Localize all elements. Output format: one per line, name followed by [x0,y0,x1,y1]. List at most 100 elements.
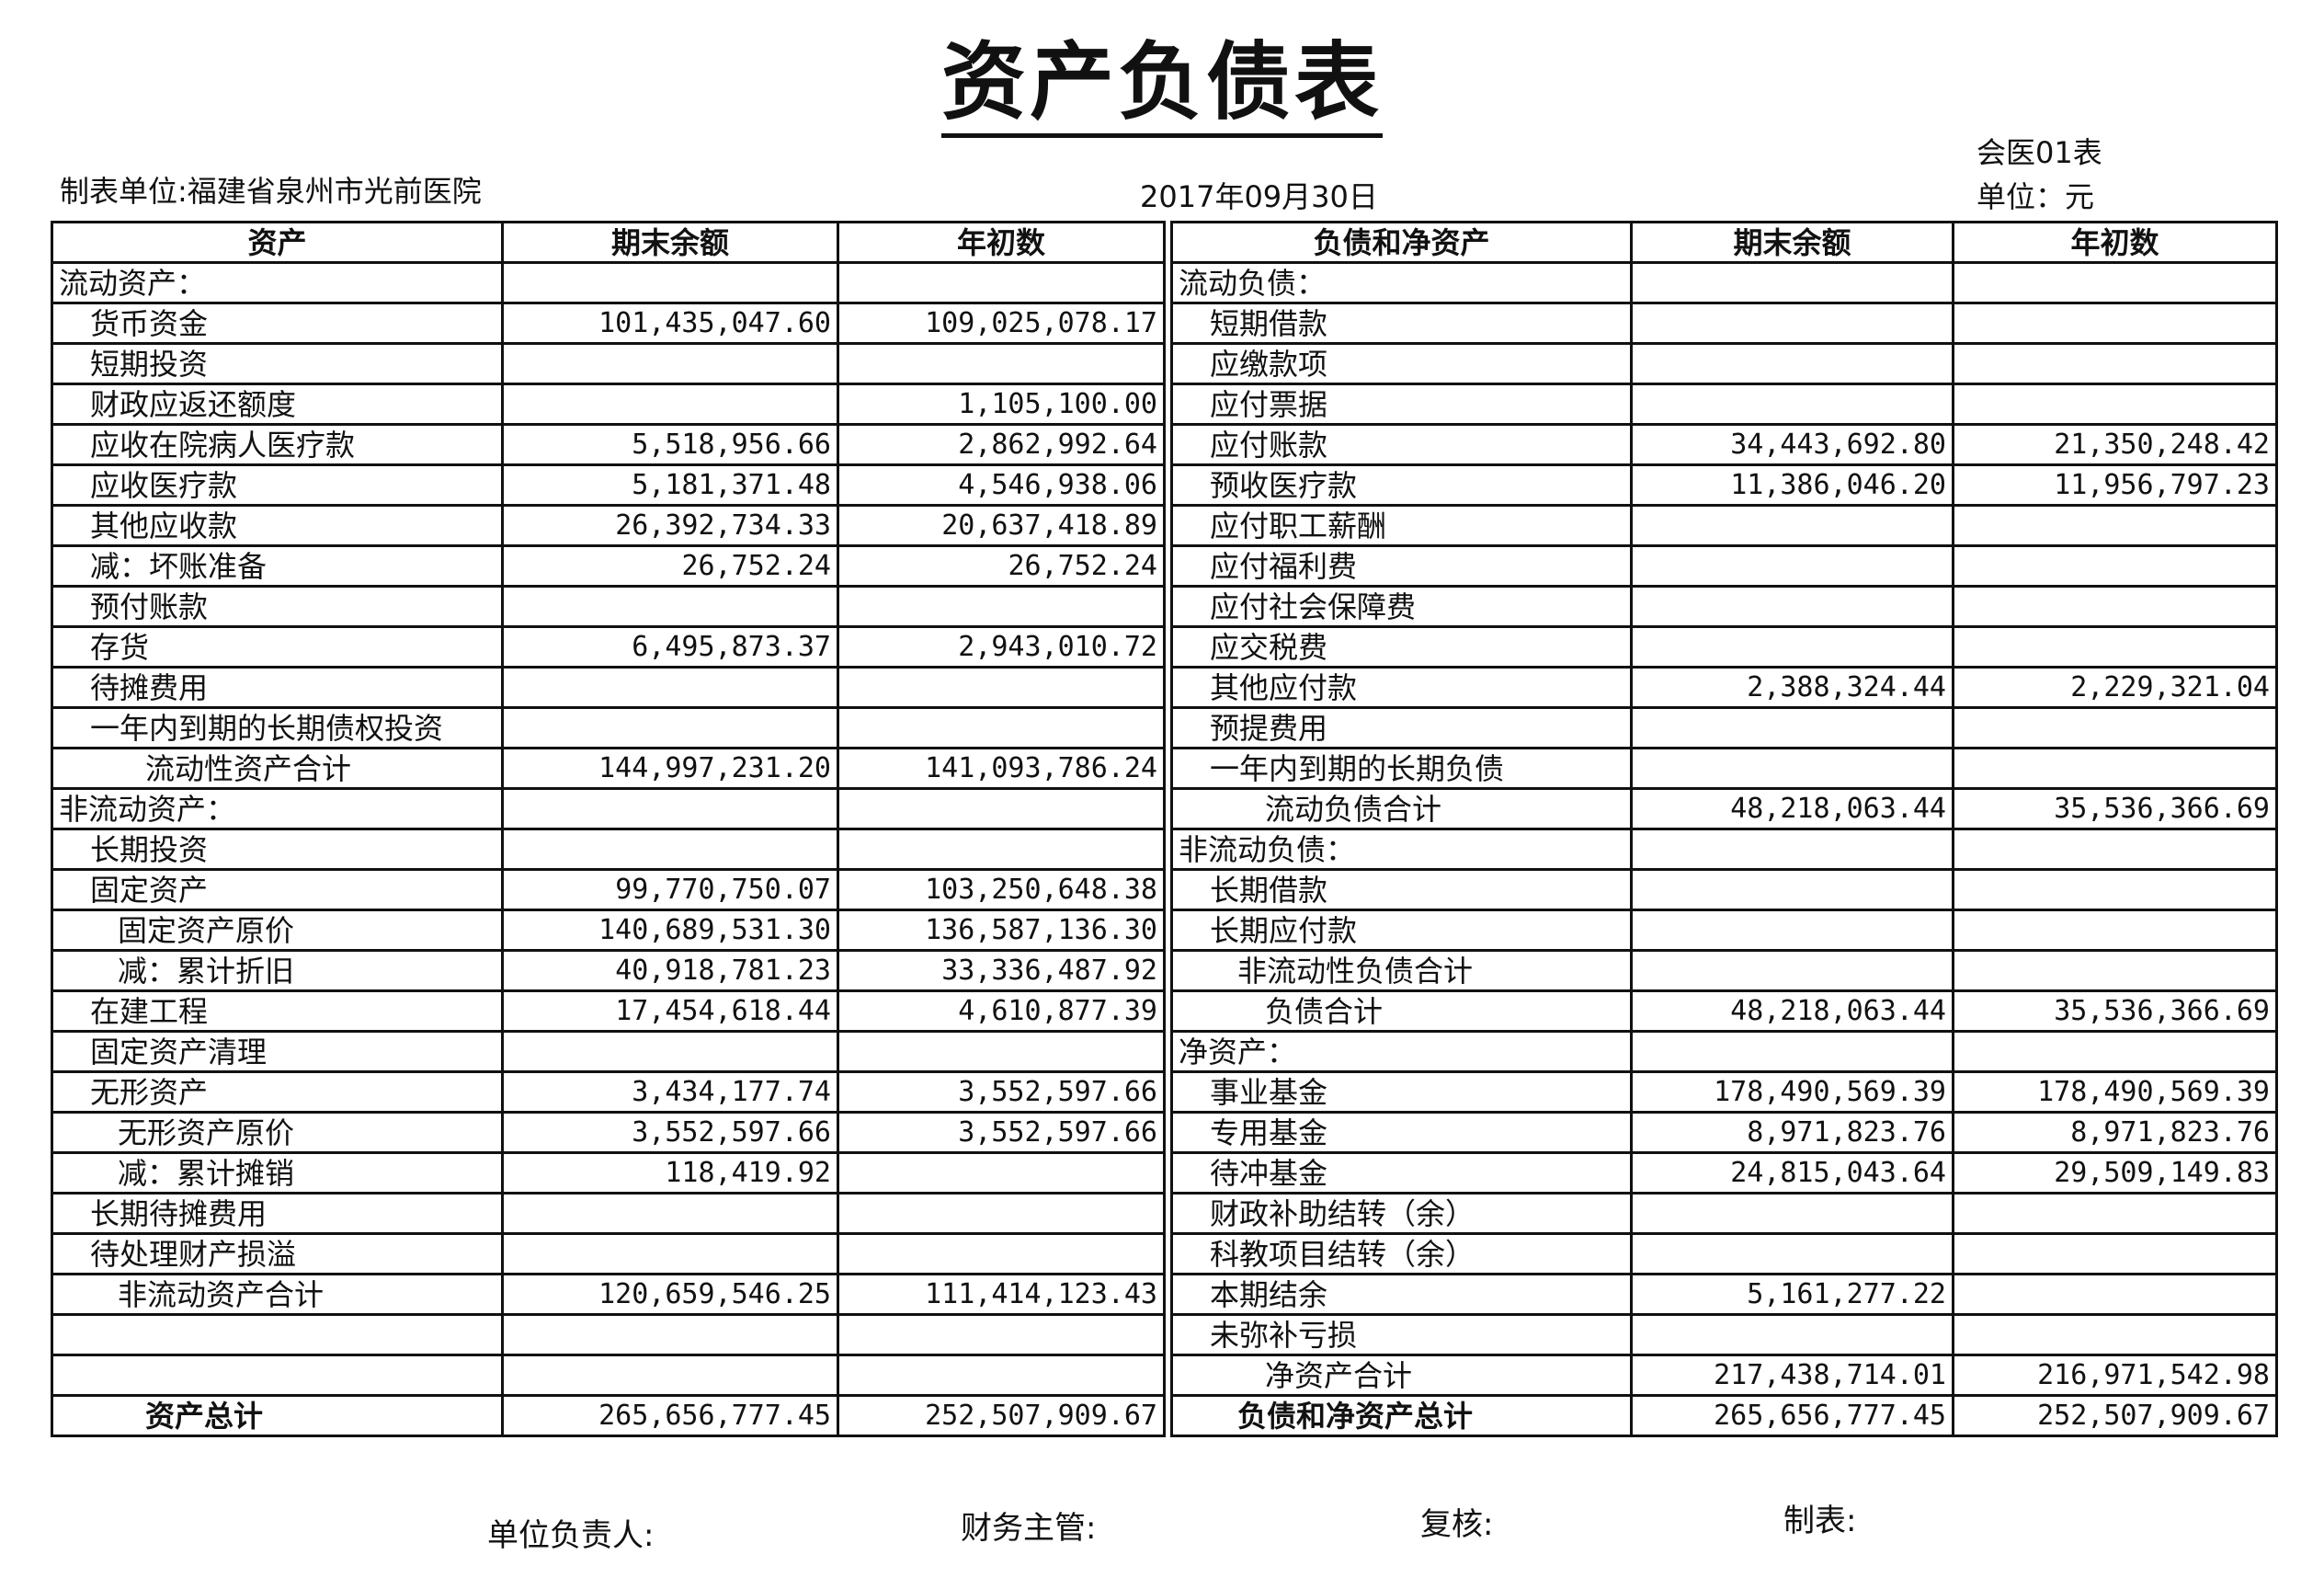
liability-end-balance: 217,438,714.01 [1630,1354,1954,1397]
liability-end-balance: 5,161,277.22 [1630,1273,1954,1316]
liability-label: 一年内到期的长期负债 [1170,747,1633,790]
liability-end-balance: 48,218,063.44 [1630,787,1954,830]
table-row: 固定资产清理 净资产： [51,1030,2278,1073]
liability-end-balance: 24,815,043.64 [1630,1151,1954,1195]
liability-end-balance [1630,1313,1954,1356]
liability-label: 财政补助结转（余） [1170,1192,1633,1235]
liability-begin-balance [1952,747,2278,790]
liability-label: 事业基金 [1170,1070,1633,1114]
liability-end-balance: 34,443,692.80 [1630,423,1954,466]
asset-label [51,1313,504,1356]
table-row: 长期投资 非流动负债： [51,828,2278,871]
liability-begin-balance [1952,706,2278,749]
asset-begin-balance [837,342,1166,385]
asset-label: 应收医疗款 [51,463,504,507]
header-end-balance-right: 期末余额 [1630,221,1954,264]
asset-end-balance: 26,392,734.33 [501,504,839,547]
liability-label: 流动负债： [1170,261,1633,304]
asset-label: 存货 [51,625,504,669]
liability-label: 非流动性负债合计 [1170,949,1633,992]
asset-begin-balance [837,706,1166,749]
liability-begin-balance [1952,1192,2278,1235]
liability-label: 未弥补亏损 [1170,1313,1633,1356]
liability-begin-balance [1952,828,2278,871]
reporting-unit: 制表单位:福建省泉州市光前医院 [60,174,482,209]
asset-end-balance: 5,518,956.66 [501,423,839,466]
asset-end-balance: 120,659,546.25 [501,1273,839,1316]
asset-begin-balance: 111,414,123.43 [837,1273,1166,1316]
column-divider [1163,788,1173,829]
signature-reviewer: 复核: [1420,1506,1494,1543]
asset-label: 减：坏账准备 [51,544,504,588]
column-divider [1163,303,1173,344]
asset-label: 固定资产清理 [51,1030,504,1073]
liability-label: 净资产合计 [1170,1354,1633,1397]
table-row: 固定资产原价 140,689,531.30 136,587,136.30 长期应付款 [51,909,2278,952]
liability-label: 应付社会保障费 [1170,585,1633,628]
liability-label: 流动负债合计 [1170,787,1633,830]
asset-label: 流动性资产合计 [51,747,504,790]
asset-end-balance: 6,495,873.37 [501,625,839,669]
table-row: 其他应收款 26,392,734.33 20,637,418.89 应付职工薪酬 [51,504,2278,547]
column-divider [1163,829,1173,870]
column-divider [1163,464,1173,506]
asset-end-balance: 265,656,777.45 [501,1394,839,1437]
asset-end-balance: 101,435,047.60 [501,302,839,345]
asset-begin-balance: 26,752.24 [837,544,1166,588]
asset-label: 待摊费用 [51,666,504,709]
liability-label: 长期借款 [1170,868,1633,911]
table-row: 财政应返还额度 1,105,100.00 应付票据 [51,383,2278,426]
asset-end-balance [501,383,839,426]
table-row: 减：坏账准备 26,752.24 26,752.24 应付福利费 [51,544,2278,588]
table-row: 长期待摊费用 财政补助结转（余） [51,1192,2278,1235]
column-divider [1163,505,1173,546]
liability-label: 应交税费 [1170,625,1633,669]
liability-label: 负债合计 [1170,989,1633,1033]
liability-end-balance [1630,747,1954,790]
asset-label: 非流动资产： [51,787,504,830]
liability-label: 科教项目结转（余） [1170,1232,1633,1275]
liability-begin-balance: 21,350,248.42 [1952,423,2278,466]
column-divider [1163,1233,1173,1275]
asset-end-balance [501,342,839,385]
column-divider [1163,1152,1173,1194]
liability-begin-balance: 29,509,149.83 [1952,1151,2278,1195]
table-row: 货币资金 101,435,047.60 109,025,078.17 短期借款 [51,302,2278,345]
liability-end-balance [1630,828,1954,871]
asset-begin-balance: 252,507,909.67 [837,1394,1166,1437]
asset-end-balance: 118,419.92 [501,1151,839,1195]
asset-begin-balance: 141,093,786.24 [837,747,1166,790]
asset-label: 减：累计摊销 [51,1151,504,1195]
signature-unit-head: 单位负责人: [487,1517,655,1554]
table-row: 存货 6,495,873.37 2,943,010.72 应交税费 [51,625,2278,669]
column-divider [1163,626,1173,668]
liability-label: 应付票据 [1170,383,1633,426]
liability-end-balance [1630,1192,1954,1235]
asset-label: 财政应返还额度 [51,383,504,426]
asset-end-balance: 26,752.24 [501,544,839,588]
column-divider [1163,909,1173,951]
liability-begin-balance [1952,342,2278,385]
liability-label: 负债和净资产总计 [1170,1394,1633,1437]
liability-end-balance: 48,218,063.44 [1630,989,1954,1033]
column-divider [1163,950,1173,991]
liability-label: 待冲基金 [1170,1151,1633,1195]
asset-end-balance: 3,552,597.66 [501,1111,839,1154]
asset-label: 其他应收款 [51,504,504,547]
table-row: 减：累计摊销 118,419.92 待冲基金 24,815,043.64 29,509,… [51,1151,2278,1195]
column-divider [1163,707,1173,749]
liability-begin-balance [1952,868,2278,911]
liability-label: 应付福利费 [1170,544,1633,588]
liability-label: 长期应付款 [1170,909,1633,952]
liability-end-balance: 2,388,324.44 [1630,666,1954,709]
header-begin-balance: 年初数 [837,221,1166,264]
asset-begin-balance: 109,025,078.17 [837,302,1166,345]
liability-begin-balance: 178,490,569.39 [1952,1070,2278,1114]
asset-end-balance: 144,997,231.20 [501,747,839,790]
table-row: 待处理财产损溢 科教项目结转（余） [51,1232,2278,1275]
asset-begin-balance: 33,336,487.92 [837,949,1166,992]
table-row: 一年内到期的长期债权投资 预提费用 [51,706,2278,749]
asset-label [51,1354,504,1397]
liability-begin-balance: 252,507,909.67 [1952,1394,2278,1437]
column-divider [1163,1395,1173,1436]
